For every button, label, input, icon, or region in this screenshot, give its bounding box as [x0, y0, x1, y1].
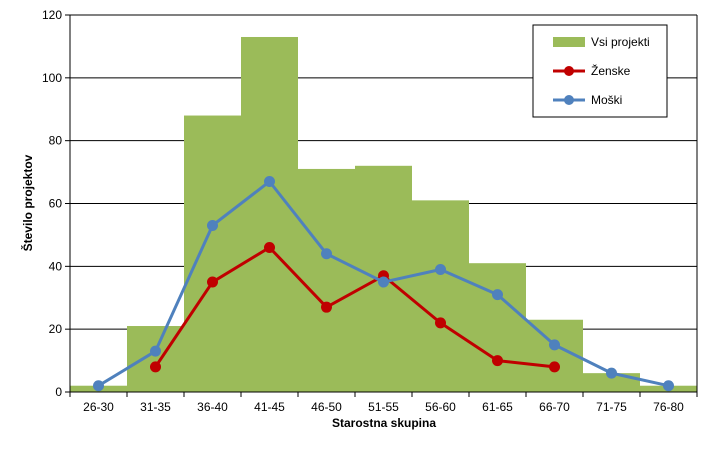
series-line [154, 245, 555, 369]
bar [412, 200, 469, 392]
data-point [207, 276, 218, 288]
data-point [93, 380, 104, 392]
y-tick-label: 80 [49, 134, 63, 148]
data-point [264, 176, 275, 188]
legend-swatch-bar [553, 37, 585, 47]
data-point [549, 339, 560, 351]
data-point [150, 361, 161, 373]
y-tick-label: 60 [49, 197, 63, 211]
data-point [321, 301, 332, 313]
x-tick-label: 51-55 [368, 400, 399, 414]
x-tick-label: 61-65 [482, 400, 513, 414]
bar [469, 263, 526, 392]
x-tick-label: 26-30 [83, 400, 114, 414]
data-point [264, 241, 275, 253]
legend-label: Ženske [591, 63, 631, 78]
x-tick-label: 41-45 [254, 400, 285, 414]
x-axis-title: Starostna skupina [332, 416, 436, 430]
data-point [435, 317, 446, 329]
axes-layer: 0 20 40 60 80 100 120 26-30 31-35 36-40 41-45 46-50… [42, 8, 698, 414]
x-tick-label: 46-50 [311, 400, 342, 414]
x-tick-label: 71-75 [596, 400, 627, 414]
data-point [663, 380, 674, 392]
data-point [492, 289, 503, 301]
bar [583, 373, 640, 392]
data-point [606, 367, 617, 379]
x-tick-label: 31-35 [140, 400, 171, 414]
y-tick-label: 40 [49, 259, 63, 273]
data-point [492, 355, 503, 367]
lines-layer [93, 176, 674, 392]
bar [241, 36, 298, 392]
data-point [207, 219, 218, 231]
x-tick-label: 56-60 [425, 400, 456, 414]
legend-label: Moški [591, 93, 622, 107]
y-axis-title: Število projektov [20, 154, 35, 251]
x-tick-label: 76-80 [653, 400, 684, 414]
legend: Vsi projekti Ženske Moški [532, 24, 668, 118]
y-tick-label: 120 [42, 8, 62, 22]
data-point [435, 263, 446, 275]
data-point [321, 248, 332, 260]
legend-swatch-marker [564, 95, 574, 105]
data-point [150, 345, 161, 357]
y-tick-label: 0 [55, 385, 62, 399]
x-tick-label: 36-40 [197, 400, 228, 414]
data-point [549, 361, 560, 373]
legend-label: Vsi projekti [591, 35, 650, 49]
legend-swatch-marker [564, 66, 574, 76]
y-tick-label: 100 [42, 71, 62, 85]
bar [184, 115, 241, 393]
y-tick-label: 20 [49, 322, 63, 336]
bar [298, 168, 355, 392]
data-point [378, 276, 389, 288]
x-tick-label: 66-70 [539, 400, 570, 414]
